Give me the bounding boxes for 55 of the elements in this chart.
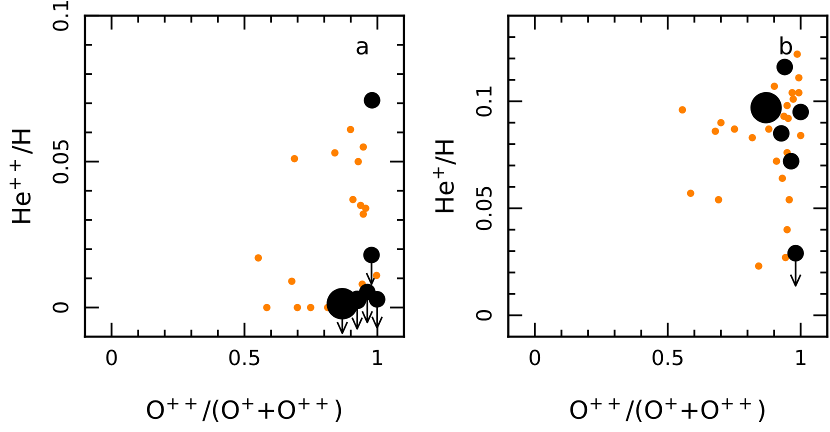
point — [770, 82, 778, 90]
point — [678, 106, 686, 114]
point — [748, 134, 756, 142]
point — [755, 262, 762, 270]
point — [290, 155, 298, 162]
y-tick-label: 0 — [476, 310, 492, 321]
point — [294, 304, 302, 312]
point — [794, 50, 801, 58]
y-axis-title: He$^{+}$/H — [433, 140, 456, 212]
x-axis-title: O$^{++}$/(O$^{+}$+O$^{++}$) — [147, 398, 342, 422]
point — [784, 114, 792, 122]
x-tick-label: 1 — [796, 350, 806, 366]
point — [717, 119, 725, 126]
point — [783, 102, 791, 110]
x-tick-label: 0.5 — [229, 350, 260, 366]
point — [362, 204, 370, 212]
point — [254, 254, 262, 262]
point — [360, 143, 367, 151]
x-tick-label: 1 — [373, 350, 382, 366]
point — [372, 272, 380, 280]
point — [786, 196, 793, 204]
y-tick-label: 0.1 — [476, 86, 492, 116]
point — [346, 126, 354, 134]
x-tick-label: 0 — [530, 350, 540, 366]
point — [795, 74, 802, 82]
point — [765, 125, 772, 133]
point — [331, 149, 339, 157]
point — [306, 304, 314, 312]
point — [263, 304, 270, 312]
x-tick-label: 0.5 — [652, 350, 683, 366]
point — [686, 190, 694, 197]
point — [778, 174, 786, 182]
y-tick-label: 0.05 — [52, 140, 68, 184]
point — [354, 158, 362, 166]
point — [783, 226, 791, 234]
point — [782, 254, 790, 262]
point — [795, 89, 802, 96]
point — [288, 278, 296, 285]
point — [797, 132, 804, 140]
point — [790, 95, 797, 103]
point — [772, 158, 780, 165]
y-axis-title: He$^{++}$/H — [10, 130, 33, 223]
x-axis-title: O$^{++}$/(O$^{+}$+O$^{++}$) — [570, 398, 764, 422]
x-tick-label: 0 — [106, 350, 117, 366]
y-tick-label: 0.1 — [52, 1, 68, 31]
point — [714, 196, 722, 204]
point — [712, 128, 720, 135]
annotation: b — [780, 36, 792, 55]
point — [360, 210, 367, 218]
point — [349, 196, 357, 204]
point — [730, 125, 738, 133]
annotation: a — [356, 41, 368, 55]
y-tick-label: 0.05 — [476, 186, 492, 230]
y-tick-label: 0 — [52, 302, 68, 313]
point — [788, 89, 796, 96]
